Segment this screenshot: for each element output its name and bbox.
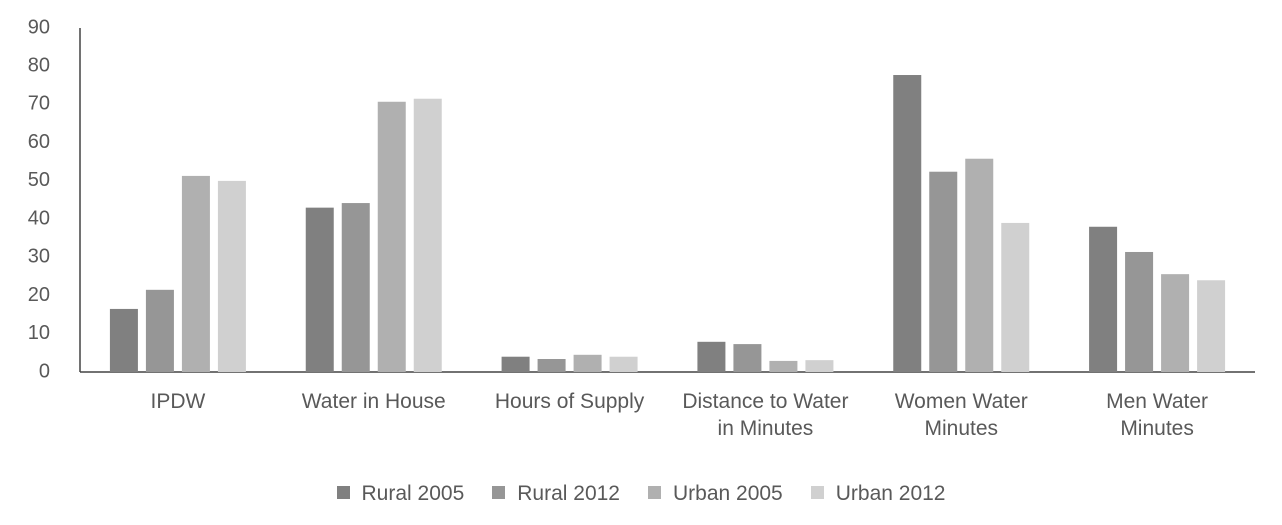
bar: [537, 359, 566, 372]
legend-item: Urban 2012: [810, 482, 946, 506]
bar: [501, 356, 530, 372]
bar: [1161, 274, 1190, 372]
x-tick-label: IPDW: [150, 390, 206, 413]
x-tick-label: Hours of Supply: [494, 390, 645, 413]
legend-item: Rural 2005: [336, 482, 465, 506]
bar: [609, 356, 638, 372]
bar: [217, 180, 246, 372]
bar: [697, 341, 726, 372]
bar: [573, 354, 602, 372]
y-tick-label: 50: [28, 169, 50, 191]
y-tick-label: 60: [28, 131, 50, 153]
bar: [181, 175, 210, 372]
y-tick-label: 20: [28, 284, 50, 306]
y-tick-label: 70: [28, 93, 50, 115]
bar: [1197, 280, 1226, 372]
legend-swatch: [810, 486, 824, 499]
legend-item: Rural 2012: [492, 482, 620, 506]
bar: [893, 75, 922, 372]
legend-swatch: [336, 486, 350, 499]
x-tick-label: Water in House: [301, 390, 446, 413]
legend-item: Urban 2005: [647, 482, 783, 506]
bar: [341, 203, 370, 372]
legend-label: Rural 2005: [361, 482, 465, 505]
legend-label: Urban 2005: [672, 482, 783, 505]
bar: [965, 158, 994, 372]
bar: [1125, 251, 1154, 372]
bar: [109, 308, 138, 372]
legend-swatch: [492, 486, 506, 499]
y-tick-label: 40: [28, 207, 50, 229]
legend-label: Urban 2012: [835, 482, 946, 505]
bar: [377, 101, 406, 372]
bar: [305, 207, 334, 372]
legend: Rural 2005 Rural 2012 Urban 2005 Urban 2012: [0, 482, 1282, 506]
bar: [145, 289, 174, 372]
x-tick-label: Distance to Water in Minutes: [682, 390, 849, 440]
y-tick-label: 0: [39, 360, 50, 382]
y-tick-label: 30: [28, 246, 50, 268]
bar: [929, 171, 958, 372]
y-tick-label: 90: [28, 16, 50, 38]
x-tick-label: Women Water Minutes: [894, 390, 1028, 440]
bar: [805, 360, 834, 372]
x-tick-label: Men Water Minutes: [1106, 390, 1209, 440]
bar: [413, 98, 442, 372]
bar: [1089, 226, 1118, 372]
legend-label: Rural 2012: [517, 482, 620, 505]
legend-swatch: [647, 486, 661, 499]
y-tick-label: 10: [28, 322, 50, 344]
bar: [733, 344, 762, 372]
bar: [769, 360, 798, 372]
bar: [1001, 222, 1030, 372]
y-tick-label: 80: [28, 55, 50, 77]
